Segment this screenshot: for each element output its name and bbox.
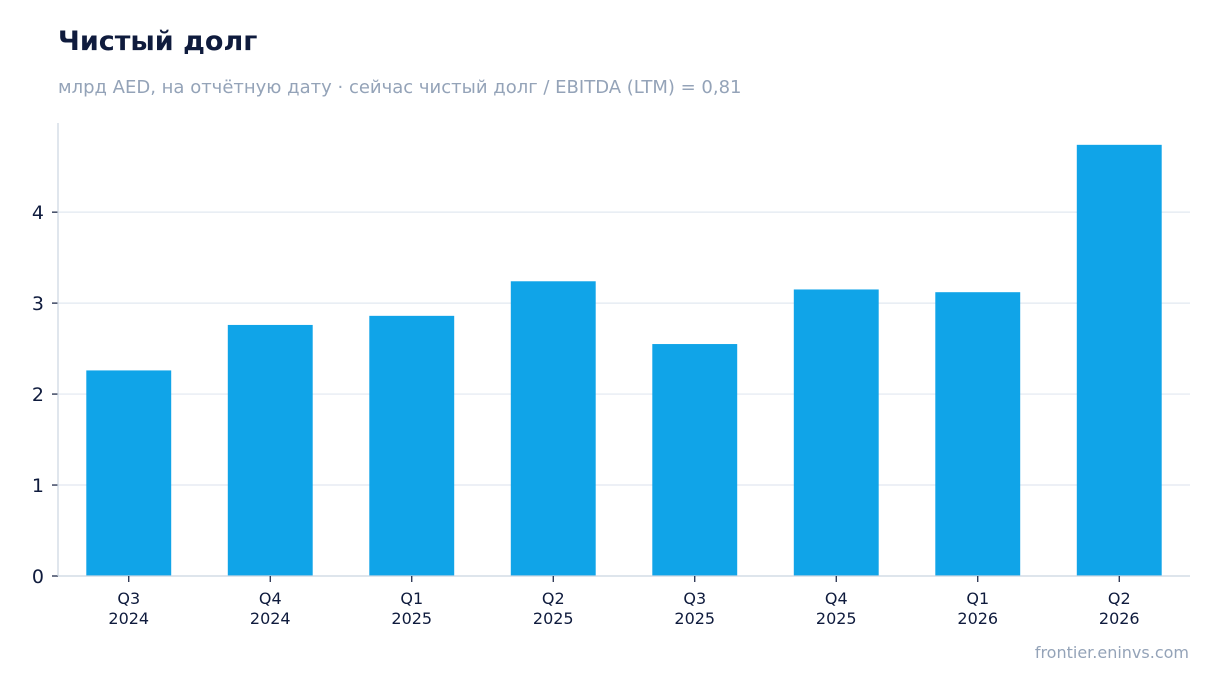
bar <box>510 281 596 576</box>
x-tick-year: 2026 <box>1099 609 1140 628</box>
x-tick-year: 2025 <box>391 609 432 628</box>
axes <box>52 123 1190 582</box>
x-tick-label: Q2 2026 <box>1099 589 1140 628</box>
x-tick-year: 2024 <box>250 609 291 628</box>
x-tick-label: Q1 2025 <box>391 589 432 628</box>
y-tick-label: 3 <box>32 293 44 315</box>
bar <box>1076 144 1162 576</box>
x-tick-label: Q3 2024 <box>108 589 149 628</box>
chart-subtitle: млрд AED, на отчётную дату · сейчас чист… <box>58 77 742 98</box>
x-tick-quarter: Q3 <box>117 589 140 608</box>
x-tick-year: 2025 <box>533 609 574 628</box>
x-tick-label: Q3 2025 <box>674 589 715 628</box>
bar <box>793 289 879 576</box>
x-tick-quarter: Q2 <box>1108 589 1131 608</box>
x-tick-quarter: Q3 <box>683 589 706 608</box>
y-tick-label: 1 <box>32 475 44 497</box>
x-tick-year: 2026 <box>957 609 998 628</box>
x-tick-quarter: Q1 <box>400 589 423 608</box>
x-tick-quarter: Q1 <box>966 589 989 608</box>
bars <box>86 144 1162 576</box>
x-tick-label: Q1 2026 <box>957 589 998 628</box>
bar <box>935 292 1021 576</box>
source-footer: frontier.eninvs.com <box>1034 643 1189 662</box>
x-tick-year: 2025 <box>816 609 857 628</box>
bar <box>652 344 738 576</box>
y-tick-label: 0 <box>32 566 44 588</box>
bar <box>86 370 172 576</box>
x-tick-label: Q4 2024 <box>250 589 291 628</box>
x-tick-quarter: Q4 <box>825 589 848 608</box>
x-tick-quarter: Q2 <box>542 589 565 608</box>
chart-title: Чистый долг <box>58 26 258 57</box>
x-tick-label: Q4 2025 <box>816 589 857 628</box>
y-tick-label: 2 <box>32 384 44 406</box>
x-tick-quarter: Q4 <box>259 589 282 608</box>
y-tick-label: 4 <box>32 202 44 224</box>
x-tick-label: Q2 2025 <box>533 589 574 628</box>
x-tick-year: 2024 <box>108 609 149 628</box>
bar <box>369 315 455 576</box>
bar <box>227 324 313 576</box>
x-tick-year: 2025 <box>674 609 715 628</box>
